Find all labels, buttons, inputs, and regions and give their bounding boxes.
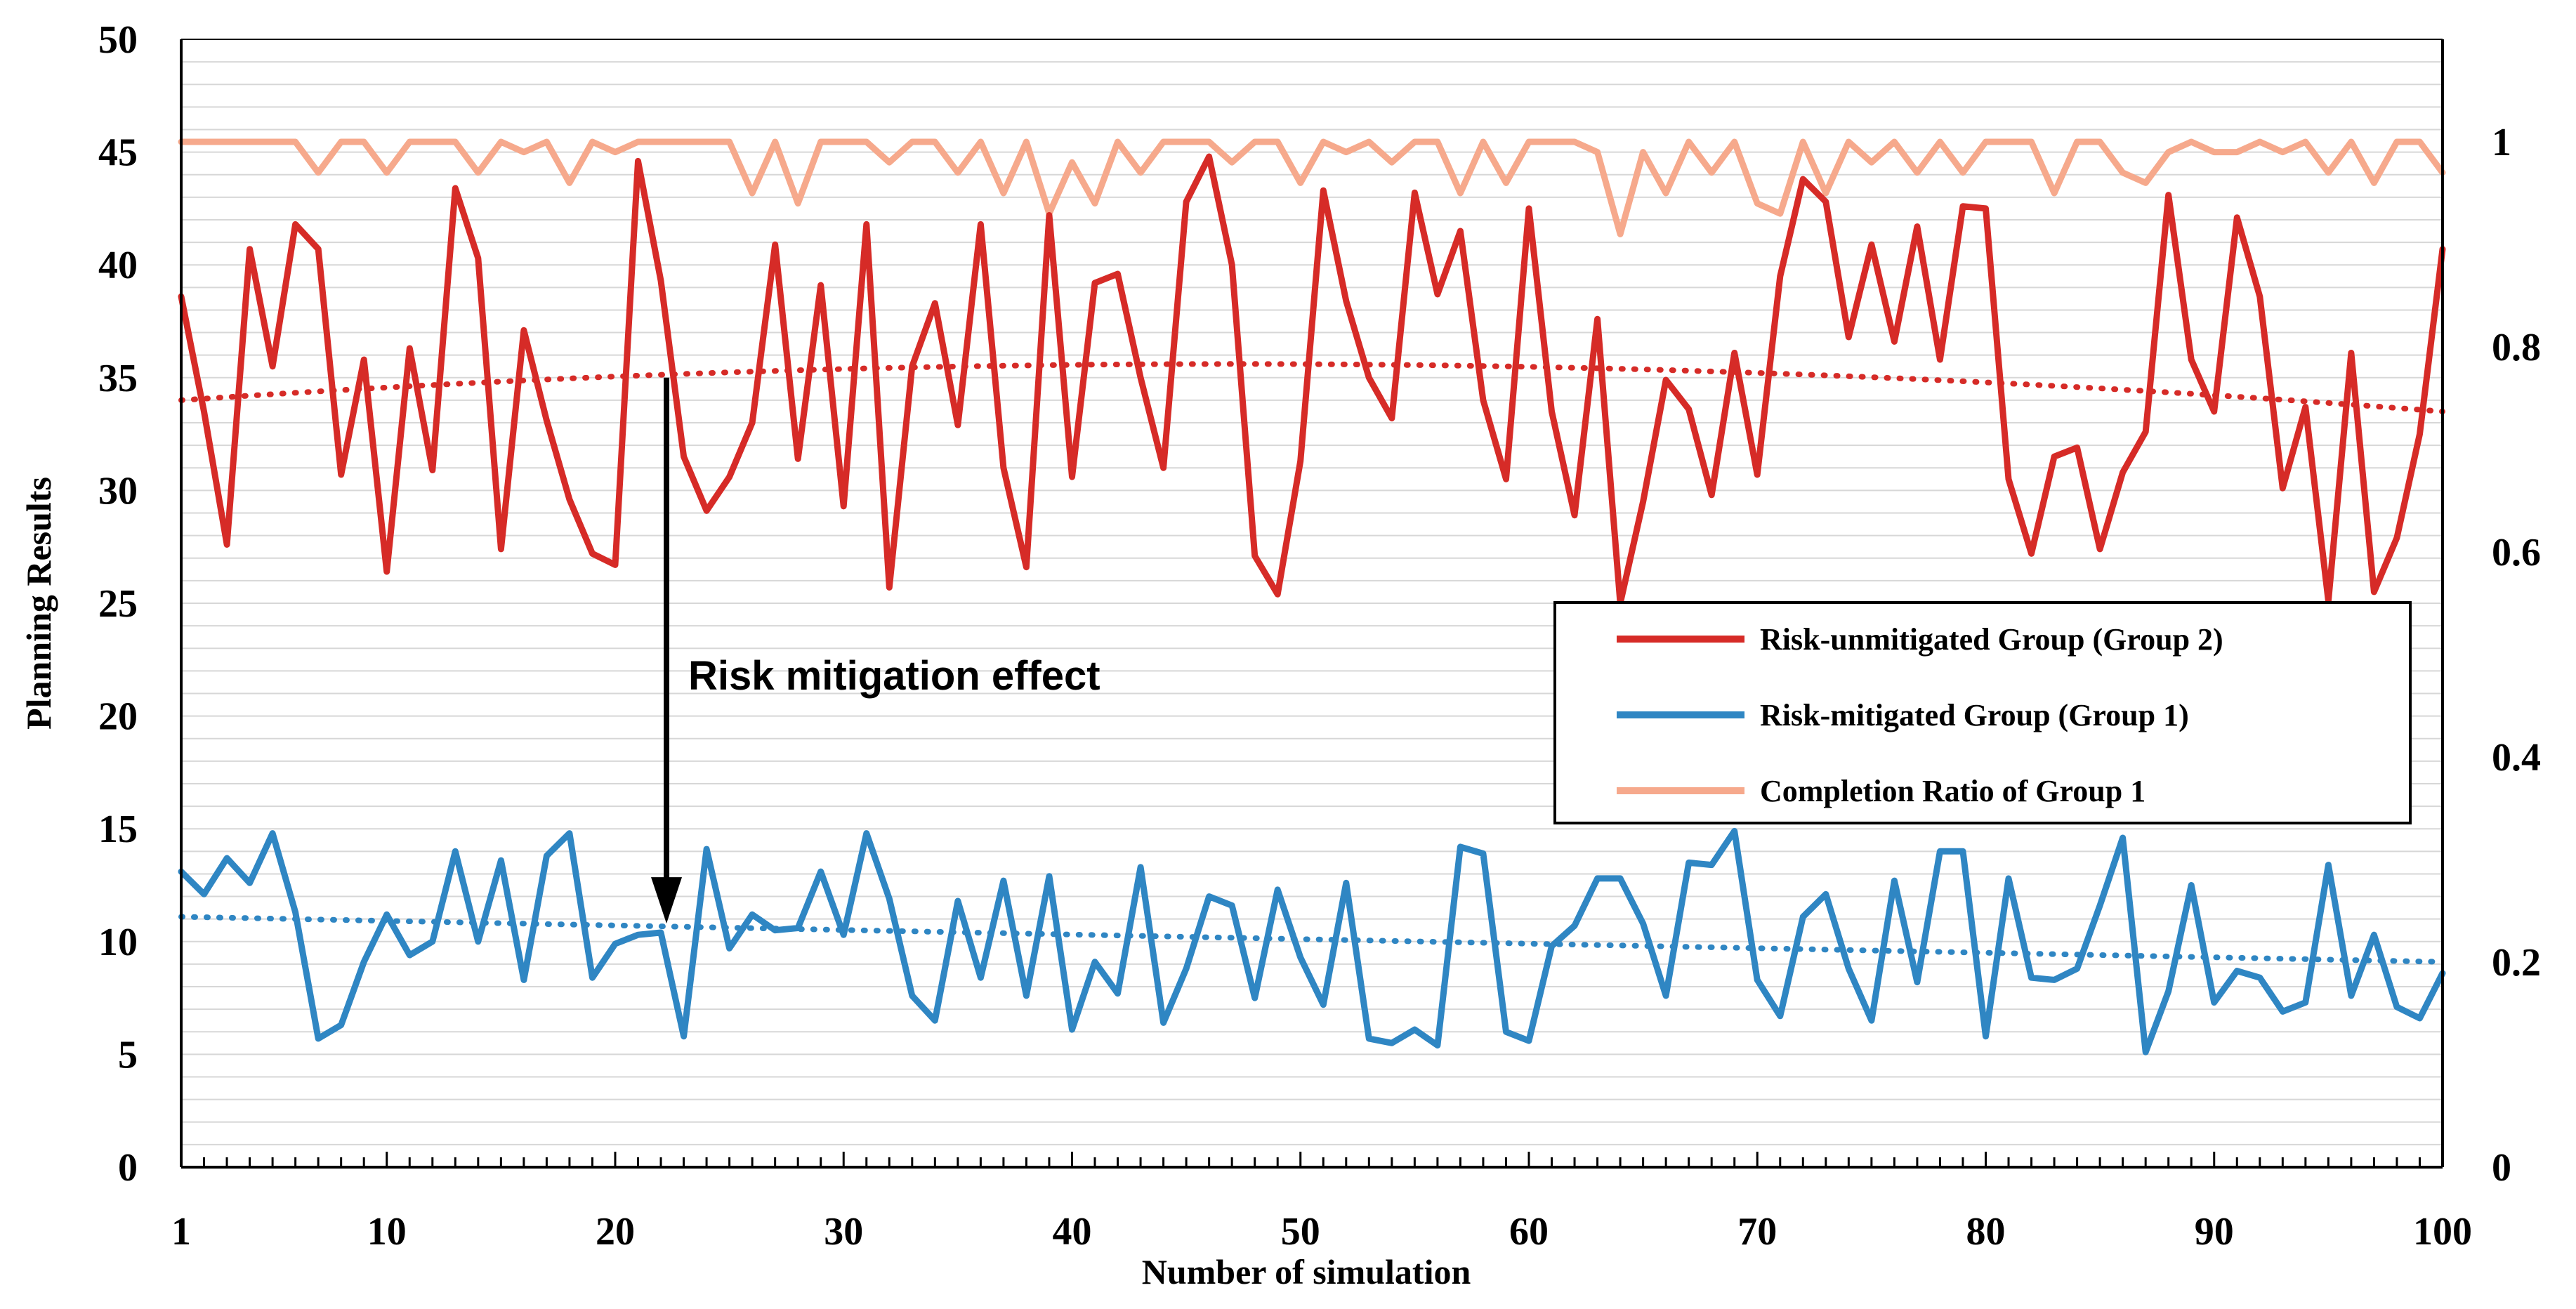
y-tick-label: 25: [98, 582, 138, 626]
y-tick-label: 35: [98, 357, 138, 400]
y-tick-label: 30: [98, 469, 138, 513]
series-line: [178, 153, 2446, 607]
y2-tick-label: 0: [2492, 1146, 2511, 1190]
x-tick-label: 20: [596, 1210, 635, 1254]
axes: [180, 39, 2444, 1169]
x-tick-label: 100: [2413, 1210, 2472, 1254]
trendlines: [178, 361, 2445, 965]
arrow-head: [651, 877, 683, 924]
y-tick-label: 50: [98, 18, 138, 62]
x-axis-title: Number of simulation: [1142, 1252, 1471, 1291]
series-line: [178, 138, 2446, 237]
y-axis-title: Planning Results: [19, 477, 58, 730]
y-tick-label: 20: [98, 695, 138, 739]
mitigation-arrow: [651, 377, 683, 924]
series-line: [178, 827, 2446, 1055]
y-tick-label: 10: [98, 921, 138, 964]
y2-tick-label: 0.6: [2492, 531, 2541, 574]
y-tick-label: 15: [98, 808, 138, 851]
y-tick-label: 45: [98, 131, 138, 175]
legend-label: Risk-mitigated Group (Group 1): [1760, 698, 2189, 732]
x-tick-label: 90: [2195, 1210, 2234, 1254]
x-tick-label: 50: [1281, 1210, 1320, 1254]
y2-tick-label: 0.4: [2492, 736, 2541, 780]
x-tick-label: 80: [1966, 1210, 2005, 1254]
x-tick-label: 60: [1509, 1210, 1549, 1254]
legend-items: Risk-unmitigated Group (Group 2) Risk-mit…: [1617, 622, 2223, 808]
y2-tick-label: 0.8: [2492, 326, 2541, 369]
y2-tick-label: 0.2: [2492, 941, 2541, 985]
y-tick-label: 5: [118, 1033, 138, 1077]
data-series: [178, 138, 2446, 1055]
y-tick-labels: 0 5 10 15 20 25 30 35 40 45 50: [98, 18, 138, 1190]
x-tick-label: 10: [367, 1210, 407, 1254]
y2-tick-labels: 0 0.2 0.4 0.6 0.8 1: [2492, 121, 2541, 1190]
trendline: [178, 361, 2445, 414]
legend-label: Completion Ratio of Group 1: [1760, 774, 2145, 808]
annotation-risk-mitigation-effect: Risk mitigation effect: [688, 653, 1100, 699]
y2-tick-label: 1: [2492, 121, 2511, 164]
x-tick-labels: 1 10 20 30 40 50 60 70 80 90 100: [171, 1210, 2472, 1254]
x-tick-label: 1: [171, 1210, 191, 1254]
y-tick-label: 40: [98, 244, 138, 287]
x-tick-label: 30: [824, 1210, 863, 1254]
y-tick-label: 0: [118, 1146, 138, 1190]
trendline: [178, 914, 2445, 965]
x-tick-label: 40: [1052, 1210, 1091, 1254]
x-tick-label: 70: [1737, 1210, 1777, 1254]
legend: Risk-unmitigated Group (Group 2) Risk-mit…: [1553, 601, 2412, 824]
legend-label: Risk-unmitigated Group (Group 2): [1760, 622, 2223, 657]
